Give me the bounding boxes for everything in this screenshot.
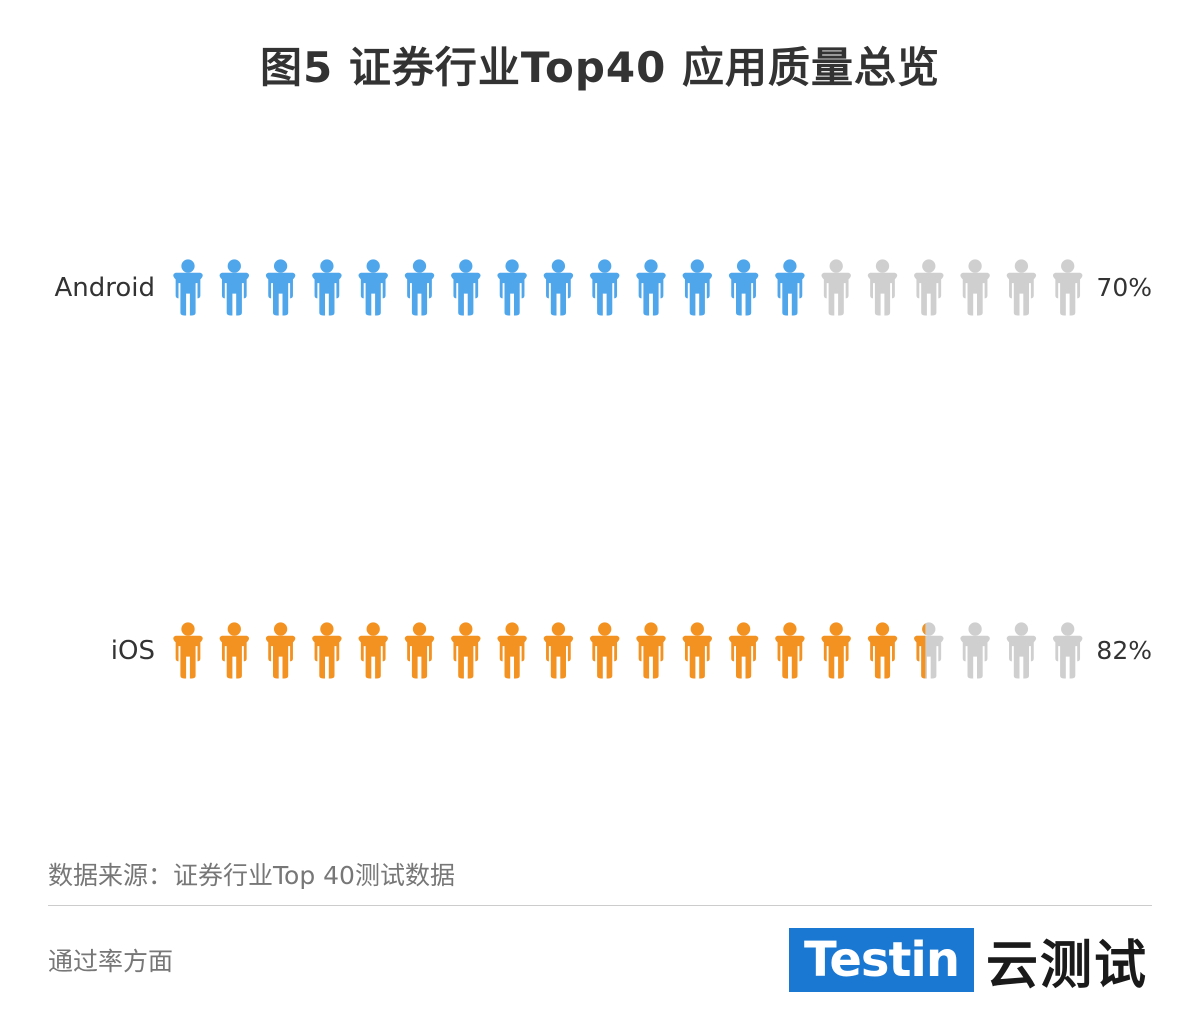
person-icon (173, 259, 203, 316)
person-icon (775, 259, 805, 316)
person-icon (636, 259, 666, 316)
person-icon (682, 622, 713, 679)
person-icon (358, 622, 388, 679)
series-label: iOS (111, 636, 155, 666)
person-icon (960, 622, 990, 679)
person-icon (1006, 259, 1037, 316)
value-label: 82% (1096, 636, 1152, 665)
person-icon (173, 622, 203, 679)
person-icon (219, 622, 250, 679)
series-android: Android 70% (54, 259, 1152, 316)
person-icon (867, 622, 898, 679)
person-icon (775, 622, 805, 679)
person-icon (312, 259, 342, 316)
person-icon (497, 259, 527, 316)
person-icon (589, 622, 620, 679)
person-icon (821, 622, 851, 679)
person-icon (867, 259, 898, 316)
pass-rate-note: 通过率方面 (48, 947, 174, 976)
person-icon (451, 259, 481, 316)
person-icon (728, 259, 759, 316)
footer-divider (48, 905, 1152, 906)
person-icon (543, 622, 574, 679)
person-icon (1006, 622, 1037, 679)
person-icon (960, 259, 990, 316)
person-icon (1052, 622, 1083, 679)
person-icon (265, 622, 296, 679)
person-icon (219, 259, 250, 316)
person-icon (265, 259, 296, 316)
chart-title: 图5 证券行业Top40 应用质量总览 (260, 43, 940, 92)
testin-logo-cn: 云测试 (986, 935, 1149, 996)
person-icon (682, 259, 713, 316)
person-icon (451, 622, 481, 679)
person-icon (728, 622, 759, 679)
person-icon (589, 259, 620, 316)
testin-logo: Testin 云测试 (789, 928, 1148, 996)
person-icon (404, 622, 435, 679)
data-source-note: 数据来源：证券行业Top 40测试数据 (48, 861, 455, 890)
testin-logo-box: Testin (789, 928, 974, 992)
series-label: Android (54, 273, 155, 303)
person-icon (821, 259, 851, 316)
person-icon (358, 259, 388, 316)
person-icon (497, 622, 527, 679)
person-icon (312, 622, 342, 679)
person-icon (914, 622, 944, 679)
pictogram-chart: Android 70% iOS 82% (54, 259, 1152, 679)
person-icon (1052, 259, 1083, 316)
series-ios: iOS 82% (111, 622, 1152, 679)
person-icon (914, 259, 944, 316)
person-icon (636, 622, 666, 679)
person-icon (543, 259, 574, 316)
person-icon (404, 259, 435, 316)
value-label: 70% (1096, 273, 1152, 302)
